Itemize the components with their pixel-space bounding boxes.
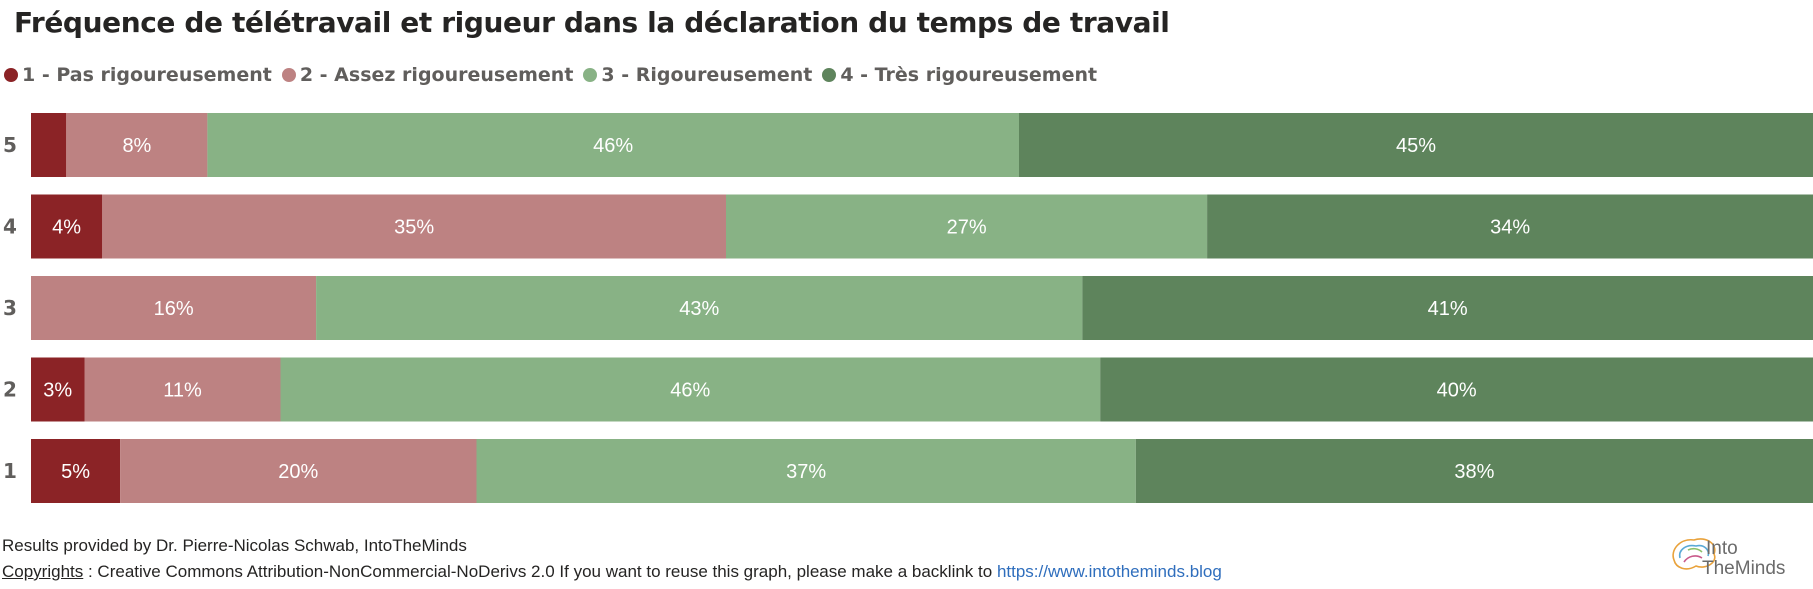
bar-segment[interactable] [1082,276,1813,340]
logo-text-theminds: TheMinds [1702,558,1785,579]
bar-segment[interactable] [1019,113,1813,177]
bar-segment[interactable] [84,357,281,422]
chart-title: Fréquence de télétravail et rigueur dans… [14,6,1170,39]
data-label: 37% [786,461,826,483]
bar-segment[interactable] [31,113,67,177]
copyright-text: : Creative Commons Attribution-NonCommer… [83,562,997,581]
brain-icon [1672,538,1716,570]
data-label: 5% [61,461,90,483]
bar-segment[interactable] [476,439,1136,503]
legend-item-4[interactable]: 4 - Très rigoureusement [822,64,1097,86]
legend-label: 1 - Pas rigoureusement [22,64,272,86]
legend-label: 3 - Rigoureusement [601,64,813,86]
bar-segment[interactable] [120,439,477,503]
legend-item-3[interactable]: 3 - Rigoureusement [583,64,812,86]
category-label: 2 [3,378,17,402]
data-label: 46% [593,135,633,157]
category-label: 5 [3,133,17,157]
data-label: 38% [1454,461,1494,483]
blog-link[interactable]: https://www.intotheminds.blog [996,562,1222,581]
bar-segment[interactable] [66,113,208,177]
legend-swatch [822,68,837,82]
footer-credit: Results provided by Dr. Pierre-Nicolas S… [2,536,467,555]
data-label: 46% [670,380,710,402]
legend: 1 - Pas rigoureusement 2 - Assez rigoure… [4,60,1107,90]
copyright-link[interactable]: Copyrights [2,562,84,581]
data-label: 8% [122,135,151,157]
data-label: 11% [163,380,202,402]
logo-text-into: Into [1706,538,1738,559]
legend-swatch [281,68,296,82]
data-label: 20% [278,461,318,483]
data-label: 41% [1428,298,1468,320]
legend-item-1[interactable]: 1 - Pas rigoureusement [4,64,272,86]
bar-segment[interactable] [31,357,85,422]
footer-copyright: Copyrights : Creative Commons Attributio… [2,562,1222,582]
bar-segment[interactable] [1100,357,1813,422]
stacked-bar-chart: 5 8% 46% 45% 4 4% 35% 27% 34% 3 16% 43% 41% 2 3% 11% 46%… [3,113,1813,503]
intotheminds-logo: Into TheMinds [1672,538,1785,579]
legend-label: 4 - Très rigoureusement [840,64,1098,86]
data-label: 45% [1396,135,1436,157]
data-label: 27% [947,217,987,239]
legend-swatch [4,68,18,82]
category-label: 4 [3,215,17,239]
bar-segment[interactable] [207,113,1019,177]
bar-segment[interactable] [316,276,1083,340]
data-label: 3% [43,380,72,402]
bar-segment[interactable] [280,357,1101,422]
data-label: 4% [52,217,81,239]
data-label: 43% [679,298,719,320]
bar-segment[interactable] [102,194,727,259]
category-label: 1 [3,459,17,483]
bar-segment[interactable] [1207,194,1813,259]
legend-item-2[interactable]: 2 - Assez rigoureusement [281,64,574,86]
data-label: 16% [154,298,194,320]
legend-swatch [583,68,598,82]
data-label: 34% [1490,217,1530,239]
bar-segment[interactable] [31,276,317,340]
bar-segment[interactable] [31,194,103,259]
bar-segment[interactable] [31,439,121,503]
legend-label: 2 - Assez rigoureusement [299,64,574,86]
bar-segment[interactable] [1135,439,1813,503]
category-label: 3 [3,296,17,320]
bar-segment[interactable] [726,194,1208,259]
data-label: 35% [394,217,434,239]
data-label: 40% [1437,380,1477,402]
